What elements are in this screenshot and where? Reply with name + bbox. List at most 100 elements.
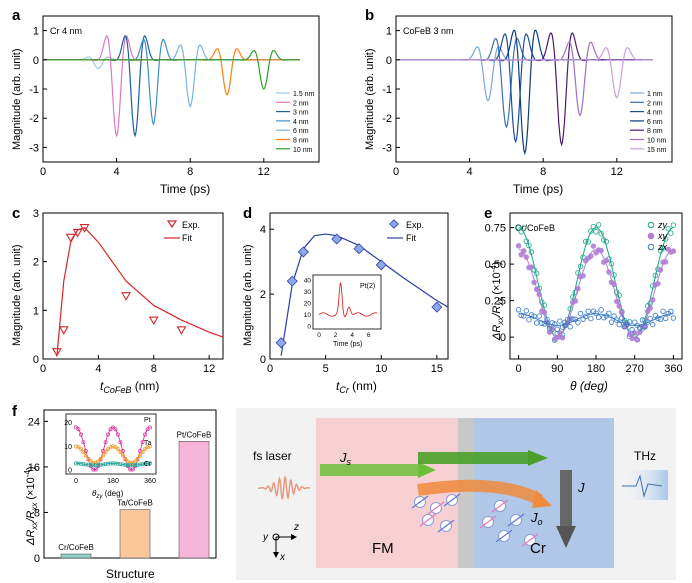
x-tick-label: 12 (203, 363, 215, 375)
inset-point (78, 432, 83, 437)
inset-point (91, 463, 96, 468)
inset-point (118, 440, 123, 445)
laser-pulse-icon (257, 475, 311, 500)
legend-label: 6 nm (293, 128, 309, 135)
panel-c: c Exp. Fit Magnitude (arb. unit) tCoFeB … (11, 205, 224, 395)
inset-point (86, 456, 91, 461)
inset-point (88, 463, 93, 468)
inset-point (106, 461, 111, 466)
inset-point (81, 462, 86, 466)
data-point (582, 238, 589, 245)
data-point (598, 230, 604, 237)
data-point (286, 275, 298, 287)
data-point (570, 294, 576, 300)
data-point (570, 316, 576, 322)
data-point (431, 301, 443, 313)
data-point (541, 309, 548, 316)
inset-point (76, 427, 81, 432)
spin-vector (443, 493, 461, 507)
x-tick-label: 10 (375, 363, 387, 375)
data-point (557, 318, 563, 324)
data-point (79, 224, 90, 233)
x-tick-label: 90 (551, 363, 563, 375)
bar-label: Cr/CoFeB (58, 543, 94, 552)
data-point (533, 286, 540, 293)
inset-point (113, 461, 118, 466)
data-point (657, 316, 664, 323)
data-point (585, 239, 592, 245)
data-point (606, 269, 612, 275)
panel-a: a Cr 4 nm 1.5 nm 2 nm 3 nm 4 nm 6 nm 8 nm 10 n… (11, 7, 320, 196)
data-point (603, 238, 610, 245)
legend: 1.5 nm 2 nm 3 nm 4 nm 6 nm 8 nm 10 nm (276, 91, 315, 154)
data-point (650, 297, 656, 303)
inset-point (101, 462, 106, 467)
inset-point (108, 427, 113, 432)
data-point (353, 243, 365, 255)
x-tick-label: 4 (467, 166, 473, 178)
data-point (590, 223, 597, 230)
data-point (603, 257, 610, 264)
inset-point (128, 463, 133, 468)
data-point (647, 305, 653, 311)
inset-point (143, 432, 148, 437)
y-tick-label: 24 (28, 416, 40, 428)
legend-label: 4 nm (293, 119, 309, 126)
x-tick-label: 270 (626, 363, 644, 375)
inset-plot: Pt(2) Time (ps) 0 10 20 30 40 0 2 4 6 (304, 274, 382, 348)
data-point (551, 321, 558, 327)
inset-point (145, 461, 150, 466)
inset-point (98, 456, 103, 461)
data-point (533, 270, 540, 277)
data-point (598, 307, 604, 313)
x-tick-label: 8 (187, 166, 193, 178)
cr-label: Cr (530, 540, 546, 557)
data-point (533, 320, 540, 326)
series-line (43, 48, 300, 96)
inset-point (138, 453, 143, 458)
x-tick-label: 0 (267, 363, 273, 375)
data-point (531, 313, 537, 319)
y-ticks: 0 0.25 0.50 0.75 (485, 223, 514, 344)
inset-point (103, 440, 108, 445)
x-axis-label: Time (ps) (513, 182, 563, 196)
data-point (613, 298, 620, 305)
inset-point (111, 461, 115, 466)
y-axis-label: Magnitude (arb. unit) (11, 49, 23, 151)
x-ticks: 0 90 180 270 360 (516, 355, 683, 375)
y-tick-label: 0 (33, 55, 39, 67)
inset-point (93, 467, 98, 472)
data-point (275, 337, 287, 349)
y-axis-label: ΔRxx/Rxx (×10-4) (489, 261, 505, 341)
inset-y-tick-label: 10 (64, 444, 72, 451)
inset-y-tick-label: 30 (304, 289, 312, 296)
y-ticks: 0 1 2 3 (33, 208, 47, 366)
y-axis-label: Magnitude (arb. unit) (242, 245, 254, 347)
y-tick-label: 16 (28, 462, 40, 474)
inset-point (108, 461, 113, 466)
legend-label: zx (657, 242, 668, 252)
data-point (521, 313, 527, 319)
data-point (557, 330, 563, 336)
x-ticks: 0 4 8 12 (40, 158, 270, 178)
spin-vector (427, 501, 445, 515)
panel-annotation: Cr/CoFeB (515, 223, 555, 233)
data-point (629, 326, 635, 333)
data-point (580, 254, 586, 260)
data-point (588, 253, 594, 259)
series-lines (43, 35, 300, 138)
spin-vector (495, 529, 513, 543)
inset-point (130, 463, 135, 468)
inset-point (133, 459, 138, 464)
x-tick-label: 8 (540, 166, 546, 178)
data-point (564, 317, 571, 323)
y-ticks: -3 -2 -1 0 1 (382, 26, 400, 154)
inset-point (81, 450, 86, 455)
data-point (521, 225, 527, 231)
inset-point (143, 461, 148, 466)
data-point (660, 308, 666, 315)
jo-label: Jo (530, 510, 543, 527)
inset-point (108, 445, 113, 450)
inset-point (78, 447, 83, 452)
